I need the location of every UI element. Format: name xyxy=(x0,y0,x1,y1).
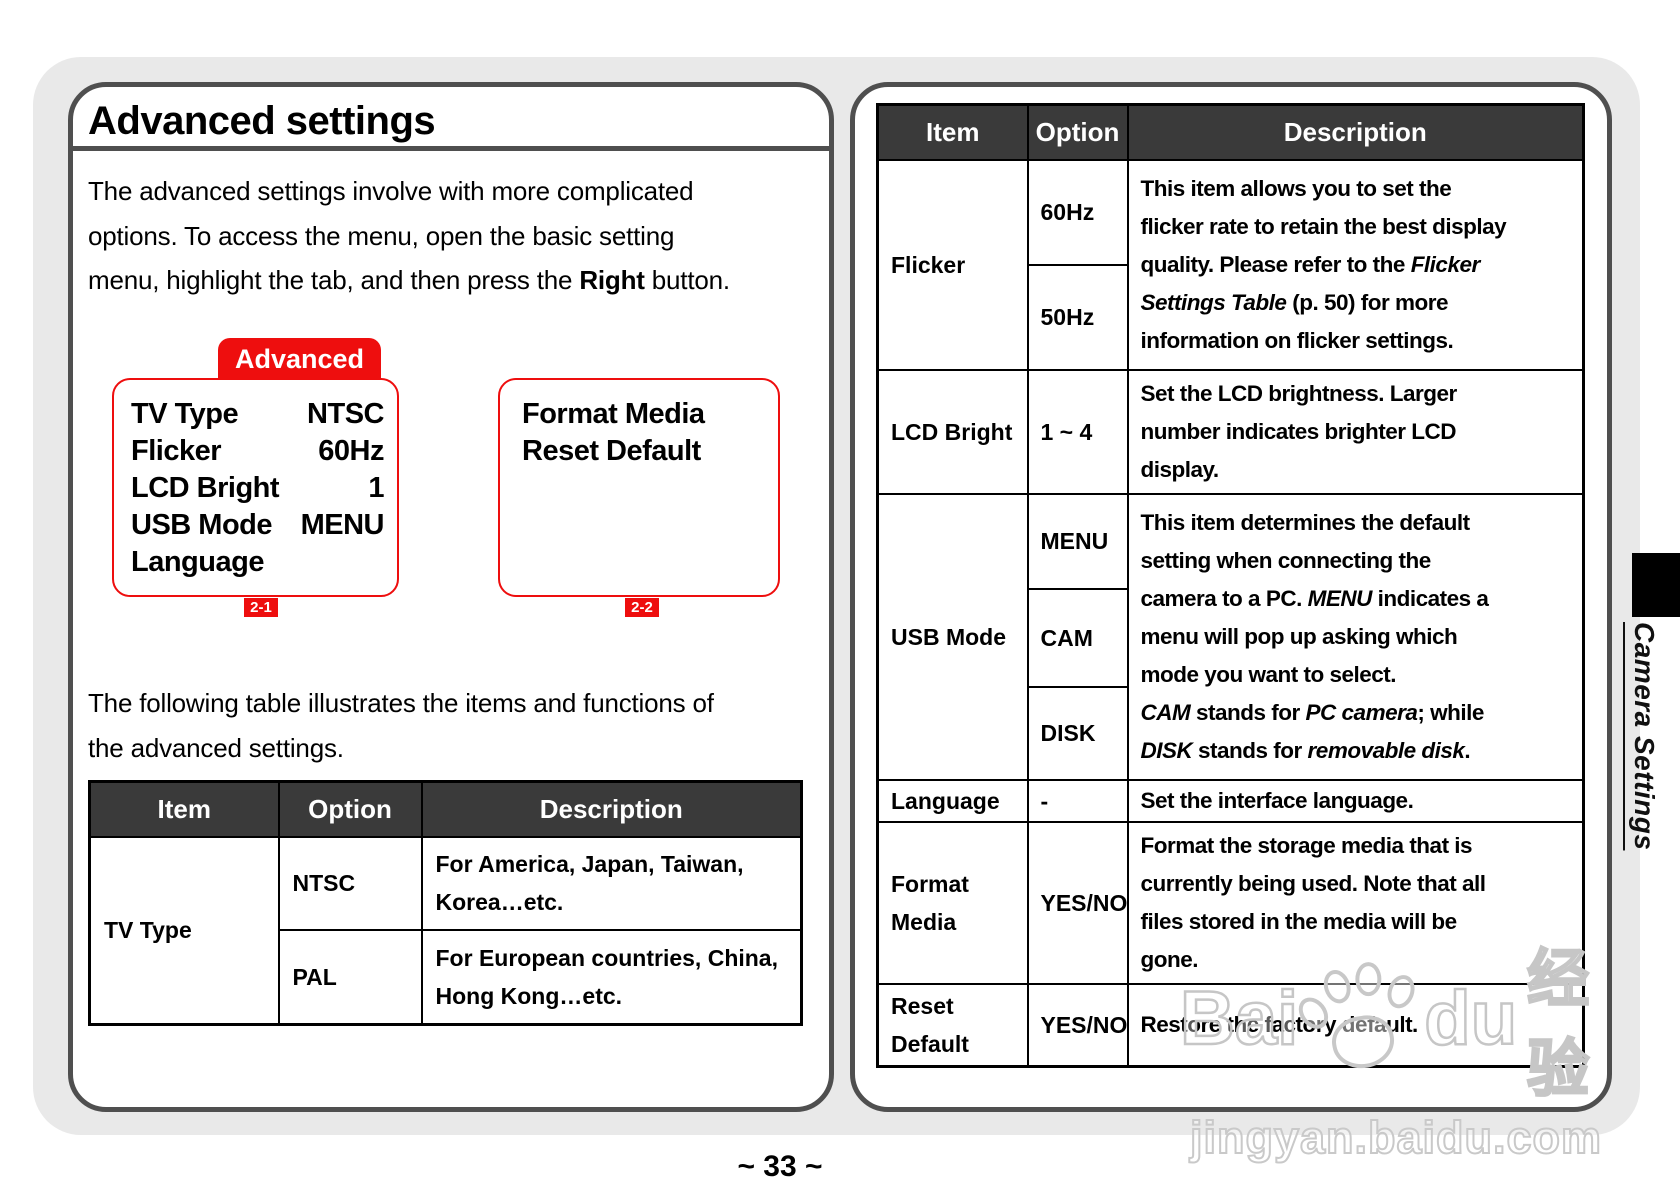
settings-table-panel: Item Option Description Flicker 60Hz Thi… xyxy=(850,82,1612,1112)
option-cell: - xyxy=(1026,778,1129,823)
option-cell: 1 ~ 4 xyxy=(1026,368,1129,495)
item-cell: LCD Bright xyxy=(876,368,1029,495)
advanced-menu-tab: Advanced xyxy=(218,338,381,380)
title-divider xyxy=(73,146,829,151)
table-row-flicker: Flicker 60Hz This item allows you to set… xyxy=(876,158,1585,371)
menu-item-value: 1 xyxy=(368,472,384,504)
option-cell: 60Hz xyxy=(1026,158,1129,266)
menu-item-label: USB Mode xyxy=(131,509,273,541)
menu-item-label: LCD Bright xyxy=(131,472,280,504)
menu-item-flicker: Flicker 60Hz xyxy=(131,433,384,470)
description-cell: Set the interface language. xyxy=(1126,778,1585,823)
column-header-item: Item xyxy=(876,103,1029,161)
table-row-usb-disk: DISK xyxy=(878,685,1584,781)
table-row-usb-cam: CAM xyxy=(878,587,1584,688)
table-row-reset-default: Reset Default YES/NO Restore the factory… xyxy=(876,982,1585,1068)
description-cell: This item allows you to set the flicker r… xyxy=(1126,158,1585,371)
page-number: ~ 33 ~ xyxy=(737,1150,823,1183)
menu-screen-advanced: TV Type NTSC Flicker 60Hz LCD Bright 1 U… xyxy=(112,378,399,597)
description-cell: Format the storage media that is currentl… xyxy=(1126,820,1585,985)
menu-item-value: NTSC xyxy=(307,398,384,430)
column-header-item: Item xyxy=(88,780,280,838)
item-cell: Format Media xyxy=(876,820,1029,985)
option-cell: DISK xyxy=(1026,685,1129,781)
section-tab-marker xyxy=(1632,553,1680,617)
column-header-description: Description xyxy=(1126,103,1585,161)
table-header-row: Item Option Description xyxy=(88,780,803,838)
table-row-lcd-bright: LCD Bright 1 ~ 4 Set the LCD brightness.… xyxy=(876,368,1585,495)
menu-item-tv-type: TV Type NTSC xyxy=(131,396,384,433)
table-row: TV Type NTSC For America, Japan, Taiwan,… xyxy=(88,835,803,1026)
description-cell: For European countries, China, Hong Kong…… xyxy=(420,928,803,1026)
table-intro-paragraph: The following table illustrates the item… xyxy=(88,688,714,763)
menu-item-language: Language xyxy=(131,544,384,581)
menu-item-label: Language xyxy=(131,546,264,578)
item-cell: Language xyxy=(876,778,1029,823)
table-row-format-media: Format Media YES/NO Format the storage m… xyxy=(876,820,1585,985)
menu-item-label: Reset Default xyxy=(522,435,701,467)
option-cell: 50Hz xyxy=(1026,263,1129,371)
option-cell: YES/NO xyxy=(1026,820,1129,985)
option-cell: NTSC xyxy=(277,835,423,931)
menu-screen-format-reset: Format Media Reset Default xyxy=(498,378,780,597)
menu-item-lcd-bright: LCD Bright 1 xyxy=(131,470,384,507)
item-cell: USB Mode xyxy=(876,492,1029,781)
option-cell: MENU xyxy=(1026,492,1129,590)
menu-item-label: Flicker xyxy=(131,435,222,467)
tv-type-table: Item Option Description TV Type NTSC For… xyxy=(88,780,803,1026)
item-cell: TV Type xyxy=(88,835,280,1026)
description-cell: This item determines the default setting … xyxy=(1126,492,1585,781)
menu-item-label: TV Type xyxy=(131,398,239,430)
menu-item-usb-mode: USB Mode MENU xyxy=(131,507,385,544)
section-tab-label: Camera Settings xyxy=(1629,622,1660,851)
option-cell: YES/NO xyxy=(1026,982,1129,1068)
item-cell: Flicker xyxy=(876,158,1029,371)
table-row-language: Language - Set the interface language. xyxy=(876,778,1585,823)
column-header-description: Description xyxy=(420,780,803,838)
table-row-flicker-50hz: 50Hz xyxy=(878,263,1584,371)
figure-label-2-2: 2-2 xyxy=(625,598,659,617)
description-cell: For America, Japan, Taiwan, Korea…etc. xyxy=(420,835,803,931)
column-header-option: Option xyxy=(277,780,423,838)
option-cell: CAM xyxy=(1026,587,1129,688)
description-cell: Restore the factory default. xyxy=(1126,982,1585,1068)
column-header-option: Option xyxy=(1026,103,1129,161)
table-header-row: Item Option Description xyxy=(876,103,1585,161)
item-cell: Reset Default xyxy=(876,982,1029,1068)
menu-item-reset-default: Reset Default xyxy=(522,433,765,470)
table-row: PAL For European countries, China, Hong K… xyxy=(90,928,803,1026)
menu-item-format-media: Format Media xyxy=(522,396,765,433)
menu-item-value: MENU xyxy=(300,509,385,541)
option-cell: PAL xyxy=(277,928,423,1026)
advanced-settings-table: Item Option Description Flicker 60Hz Thi… xyxy=(876,103,1585,1068)
figure-label-2-1: 2-1 xyxy=(244,598,278,617)
intro-paragraph: The advanced settings involve with more … xyxy=(88,176,730,295)
page-title: Advanced settings xyxy=(88,99,436,143)
menu-item-value: 60Hz xyxy=(318,435,384,467)
menu-item-label: Format Media xyxy=(522,398,705,430)
advanced-settings-panel: Advanced settings The advanced settings … xyxy=(68,82,834,1112)
description-cell: Set the LCD brightness. Larger number ind… xyxy=(1126,368,1585,495)
table-row-usb-mode: USB Mode MENU This item determines the d… xyxy=(876,492,1585,781)
